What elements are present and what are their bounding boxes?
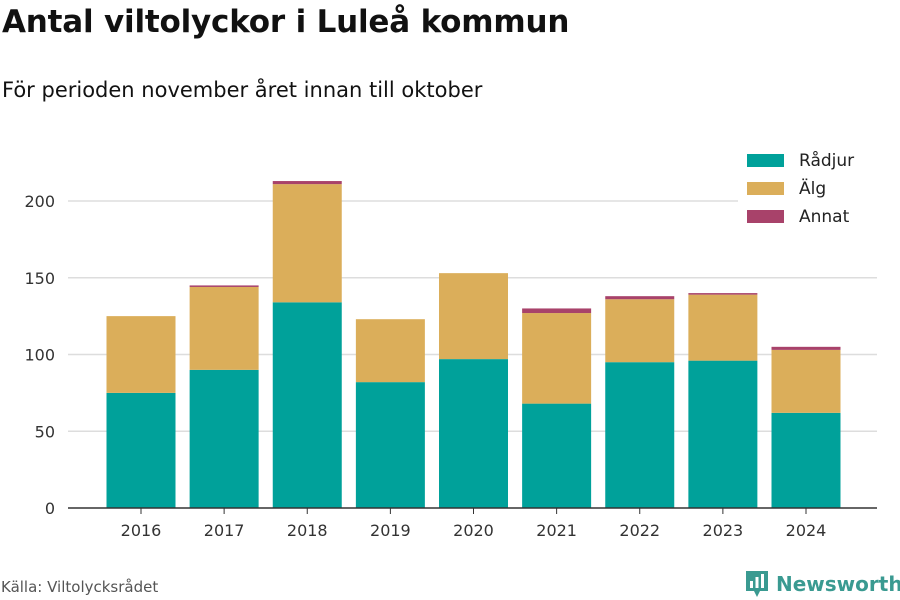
x-tick-label: 2022	[619, 521, 660, 540]
x-tick-label: 2020	[453, 521, 494, 540]
bar-segment	[439, 359, 508, 508]
bar-segment	[605, 299, 675, 363]
bar-segment	[355, 319, 425, 383]
x-tick-label: 2018	[287, 521, 328, 540]
bar-segment	[771, 346, 841, 350]
x-tick-label: 2024	[786, 521, 827, 540]
legend: Rådjur Älg Annat	[738, 146, 880, 234]
bar-segment	[106, 316, 176, 393]
bar-segment	[355, 382, 425, 508]
legend-label: Älg	[799, 178, 826, 199]
bar-segment	[106, 392, 176, 508]
y-tick-label: 150	[24, 269, 55, 288]
legend-swatch	[747, 154, 784, 167]
legend-label: Annat	[799, 207, 850, 227]
y-tick-label: 100	[24, 346, 55, 365]
legend-swatch	[747, 182, 784, 195]
bar-segment	[272, 184, 342, 303]
bar-segment	[189, 285, 259, 287]
legend-label: Rådjur	[799, 150, 854, 171]
axes: 0 50 100 150 200 2016 2017 2018 2019 2020 2021 2022…	[24, 192, 877, 540]
source-note: Källa: Viltolycksrådet	[1, 578, 159, 596]
bar-segment	[189, 369, 259, 508]
bar-segment	[605, 362, 675, 508]
chart-title: Antal viltolyckor i Luleå kommun	[2, 4, 570, 40]
bar-segment	[688, 360, 758, 508]
y-tick-label: 200	[24, 192, 55, 211]
bar-segment	[771, 349, 841, 413]
brand-name: Newsworthy	[776, 572, 900, 596]
bar-segment	[605, 296, 675, 300]
bar-segment	[522, 403, 592, 508]
bar-segment	[272, 181, 342, 185]
bar-segment	[522, 308, 592, 314]
bar-segment	[439, 273, 508, 360]
bar-segment	[688, 294, 758, 361]
bars	[106, 181, 841, 508]
newsworthy-logo-icon	[746, 571, 768, 597]
y-tick-label: 0	[45, 499, 55, 518]
bar-segment	[189, 286, 259, 370]
x-tick-label: 2023	[703, 521, 744, 540]
x-tick-label: 2021	[536, 521, 577, 540]
x-tick-label: 2019	[370, 521, 411, 540]
brand-logo: Newsworthy	[744, 569, 900, 599]
bar-segment	[272, 302, 342, 508]
y-tick-label: 50	[35, 422, 55, 441]
chart-subtitle: För perioden november året innan till ok…	[2, 78, 483, 102]
bar-segment	[771, 412, 841, 508]
x-tick-label: 2016	[121, 521, 162, 540]
legend-swatch	[747, 210, 784, 223]
x-tick-label: 2017	[204, 521, 245, 540]
bar-segment	[522, 313, 592, 404]
bar-segment	[688, 293, 758, 295]
